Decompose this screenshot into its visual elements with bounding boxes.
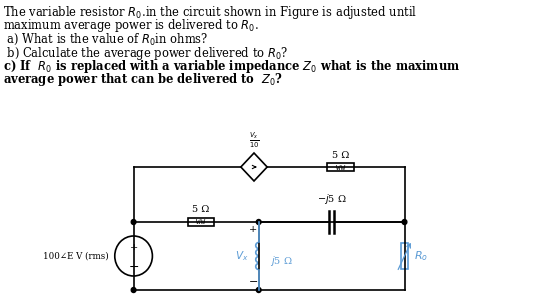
Text: maximum average power is delivered to $R_0$.: maximum average power is delivered to $R…: [3, 17, 259, 34]
Circle shape: [256, 288, 261, 292]
Bar: [188, 218, 214, 226]
Circle shape: [131, 288, 136, 292]
Text: a) What is the value of $R_0$in ohms?: a) What is the value of $R_0$in ohms?: [3, 32, 208, 47]
Text: $-j$5 Ω: $-j$5 Ω: [317, 192, 347, 206]
Text: The variable resistor $R_0$.in the circuit shown in Figure is adjusted until: The variable resistor $R_0$.in the circu…: [3, 4, 417, 21]
Text: $V_x$: $V_x$: [235, 249, 249, 263]
Circle shape: [131, 220, 136, 224]
Text: $\frac{V_x}{10}$: $\frac{V_x}{10}$: [249, 131, 260, 150]
Text: ww: ww: [196, 217, 206, 227]
Circle shape: [402, 220, 407, 224]
Text: b) Calculate the average power delivered to $R_0$?: b) Calculate the average power delivered…: [3, 45, 288, 62]
Text: $R_o$: $R_o$: [414, 249, 428, 263]
Text: −: −: [128, 260, 139, 274]
Text: −: −: [249, 277, 258, 287]
Bar: [327, 163, 354, 171]
Text: ww: ww: [336, 163, 345, 171]
Bar: [401, 243, 408, 269]
Text: average power that can be delivered to  $Z_0$?: average power that can be delivered to $…: [3, 71, 283, 88]
Circle shape: [256, 220, 261, 224]
Text: c) If  $R_0$ is replaced with a variable impedance $Z_0$ what is the maximum: c) If $R_0$ is replaced with a variable …: [3, 58, 460, 75]
Text: +: +: [249, 224, 257, 234]
Text: $j$5 Ω: $j$5 Ω: [270, 254, 293, 268]
Text: +: +: [129, 242, 138, 252]
Text: 5 Ω: 5 Ω: [192, 206, 209, 214]
Text: 100∠E V (rms): 100∠E V (rms): [44, 252, 109, 260]
Text: 5 Ω: 5 Ω: [332, 150, 349, 160]
